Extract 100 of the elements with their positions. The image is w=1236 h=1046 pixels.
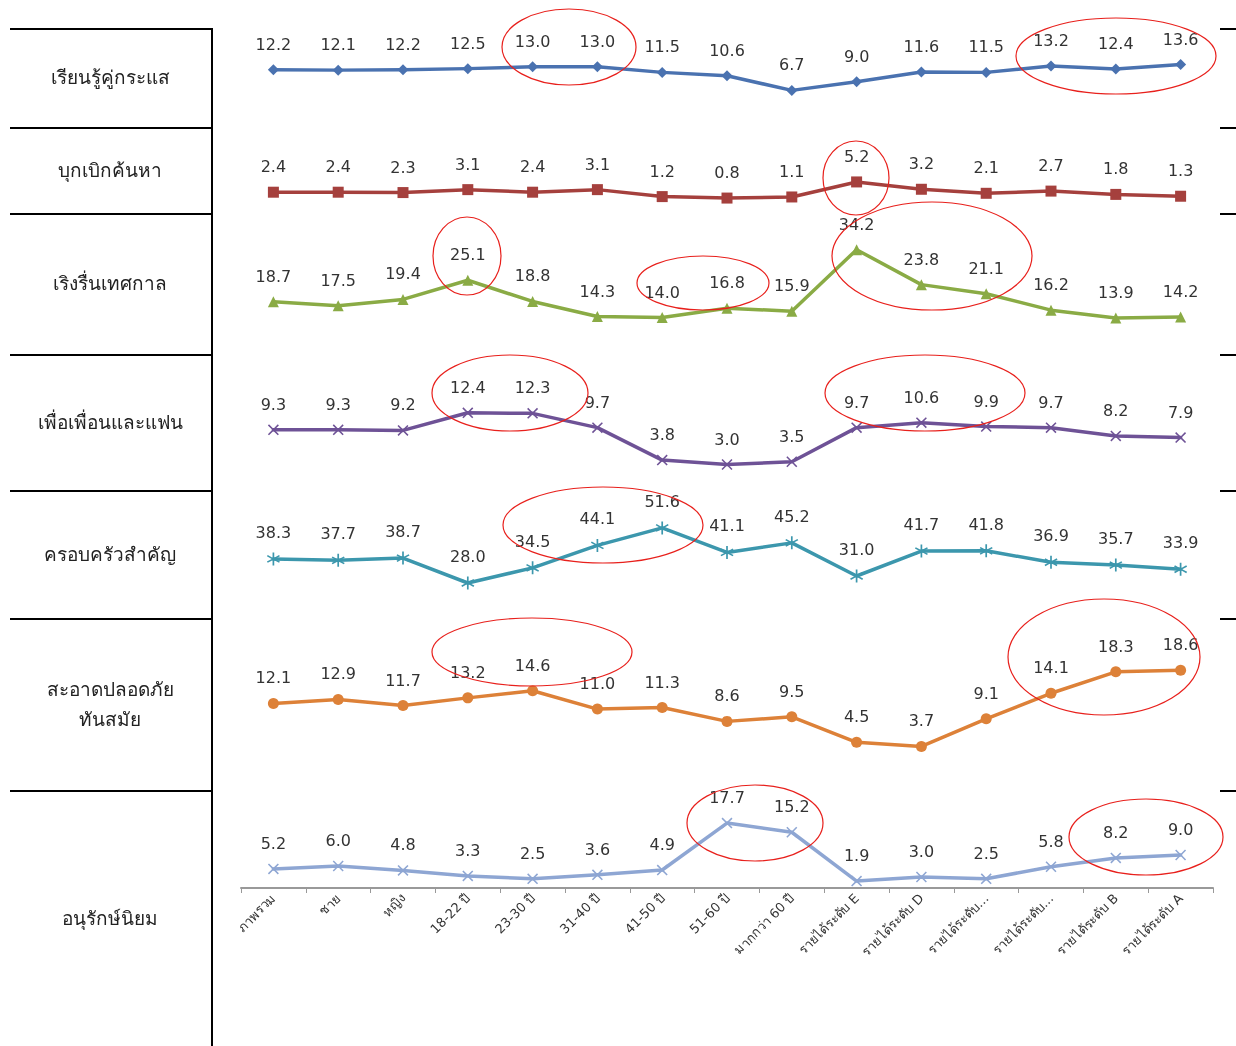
data-label: 21.1: [968, 258, 1005, 278]
point: [915, 183, 927, 195]
point: [332, 64, 344, 76]
data-label: 38.7: [385, 522, 421, 542]
point: [591, 869, 603, 881]
point: [267, 424, 279, 436]
point: [786, 826, 798, 838]
point: [267, 863, 279, 875]
y-axis-title: เริงรื่นเทศกาล: [52, 269, 168, 297]
data-label: 2.4: [325, 157, 351, 177]
point: [850, 569, 864, 583]
data-label: 9.1: [973, 683, 999, 703]
data-label: 1.8: [1103, 159, 1129, 179]
x-tick-label: ชาย: [315, 890, 344, 919]
data-label: 10.6: [709, 40, 745, 60]
data-label: 3.0: [908, 842, 935, 861]
point: [267, 296, 279, 308]
point: [980, 873, 992, 885]
data-label: 4.5: [843, 707, 870, 727]
data-label: 3.2: [908, 154, 935, 174]
data-label: 35.7: [1097, 529, 1134, 549]
data-label: 17.7: [709, 788, 745, 808]
data-label: 12.9: [320, 664, 357, 684]
data-label: 9.0: [1167, 820, 1194, 839]
data-label: 3.5: [779, 426, 805, 446]
data-label: 11.5: [644, 37, 681, 57]
data-label: 41.8: [968, 514, 1005, 534]
y-axis-title: บุกเบิกค้นหา: [57, 157, 163, 184]
data-label: 1.2: [649, 161, 675, 181]
data-label: 12.4: [449, 377, 486, 397]
point: [1175, 59, 1187, 70]
point: [980, 187, 992, 199]
point: [720, 545, 734, 559]
point: [656, 454, 668, 466]
data-label: 1.3: [1167, 161, 1194, 181]
point: [591, 703, 603, 715]
point: [331, 553, 345, 567]
data-label: 9.9: [973, 391, 999, 411]
point: [851, 76, 863, 88]
data-label: 3.8: [649, 425, 675, 445]
data-label: 9.7: [843, 392, 870, 412]
point: [527, 873, 539, 885]
point: [721, 715, 733, 727]
data-label: 11.0: [579, 674, 616, 694]
data-label: 15.2: [773, 797, 810, 817]
point: [656, 191, 668, 203]
point: [527, 186, 539, 198]
data-label: 12.4: [1097, 34, 1134, 53]
point: [1110, 430, 1122, 442]
point: [267, 186, 279, 198]
point: [1045, 687, 1057, 699]
point: [979, 544, 993, 558]
point: [655, 521, 669, 535]
point: [527, 407, 539, 419]
data-label: 18.3: [1097, 636, 1134, 656]
data-label: 14.1: [1033, 658, 1069, 678]
y-axis-title: เพื่อเพื่อนและแฟน: [36, 408, 184, 435]
data-label: 14.2: [1162, 281, 1199, 301]
y-axis-title: อนุรักษ์นิยม: [61, 905, 159, 932]
point: [1110, 852, 1122, 864]
data-label: 14.3: [579, 281, 616, 301]
point: [914, 544, 928, 558]
point: [1175, 311, 1187, 323]
point: [656, 864, 668, 876]
data-label: 37.7: [320, 524, 357, 544]
point: [462, 274, 474, 286]
data-label: 2.1: [973, 158, 999, 178]
data-label: 3.0: [714, 429, 740, 449]
data-label: 9.7: [584, 392, 611, 412]
data-label: 9.5: [779, 681, 805, 701]
data-label: 12.3: [514, 378, 551, 398]
point: [1110, 188, 1122, 200]
point: [332, 300, 344, 312]
point: [1110, 666, 1122, 678]
data-label: 23.8: [903, 249, 940, 269]
data-label: 2.4: [260, 157, 287, 177]
data-label: 16.8: [709, 273, 745, 293]
point: [462, 870, 474, 882]
point: [851, 736, 863, 748]
point: [1175, 664, 1187, 676]
data-label: 18.6: [1162, 635, 1199, 655]
data-label: 10.6: [903, 387, 940, 407]
data-label: 8.6: [714, 686, 740, 706]
point: [656, 702, 668, 714]
data-label: 15.9: [773, 276, 810, 296]
data-label: 34.5: [514, 531, 551, 551]
data-label: 2.3: [390, 157, 416, 177]
data-label: 13.2: [449, 662, 486, 682]
data-label: 6.0: [325, 831, 351, 850]
data-label: 7.9: [1167, 402, 1194, 422]
point: [851, 422, 863, 434]
point: [786, 456, 798, 468]
point: [1110, 63, 1122, 75]
data-label: 2.5: [973, 843, 999, 863]
data-label: 38.3: [255, 522, 292, 542]
data-label: 11.6: [903, 37, 940, 56]
data-label: 14.6: [514, 655, 551, 675]
point: [591, 184, 603, 196]
data-label: 3.3: [455, 840, 481, 860]
data-label: 6.7: [779, 55, 805, 75]
